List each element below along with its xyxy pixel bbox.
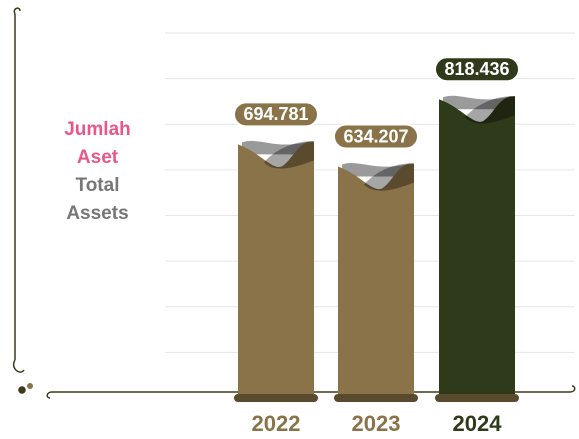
- bar-shadow: [242, 140, 310, 155]
- bar: [439, 96, 515, 399]
- bar-wave: [364, 163, 414, 191]
- value-label-bg: [233, 101, 319, 128]
- value-label: 634.207: [343, 126, 408, 146]
- bar-shadow: [443, 95, 511, 110]
- x-tick-label: 2022: [252, 411, 301, 436]
- bar-wave: [465, 96, 515, 124]
- bar: [338, 163, 414, 398]
- value-label-bg: [434, 56, 520, 83]
- y-label-en: Total Assets: [66, 175, 129, 224]
- x-tick-label: 2024: [453, 411, 503, 436]
- value-label: 694.781: [243, 104, 308, 124]
- x-tick-label: 2023: [352, 411, 401, 436]
- bar-base: [334, 394, 418, 402]
- value-label-bg: [333, 123, 419, 150]
- bar-base: [435, 394, 519, 402]
- bar: [238, 141, 314, 398]
- bar-wave: [264, 141, 314, 169]
- bar-shadow: [342, 162, 410, 177]
- y-label: Jumlah Aset: [64, 119, 131, 168]
- bar-base: [234, 394, 318, 402]
- value-label: 818.436: [444, 59, 509, 79]
